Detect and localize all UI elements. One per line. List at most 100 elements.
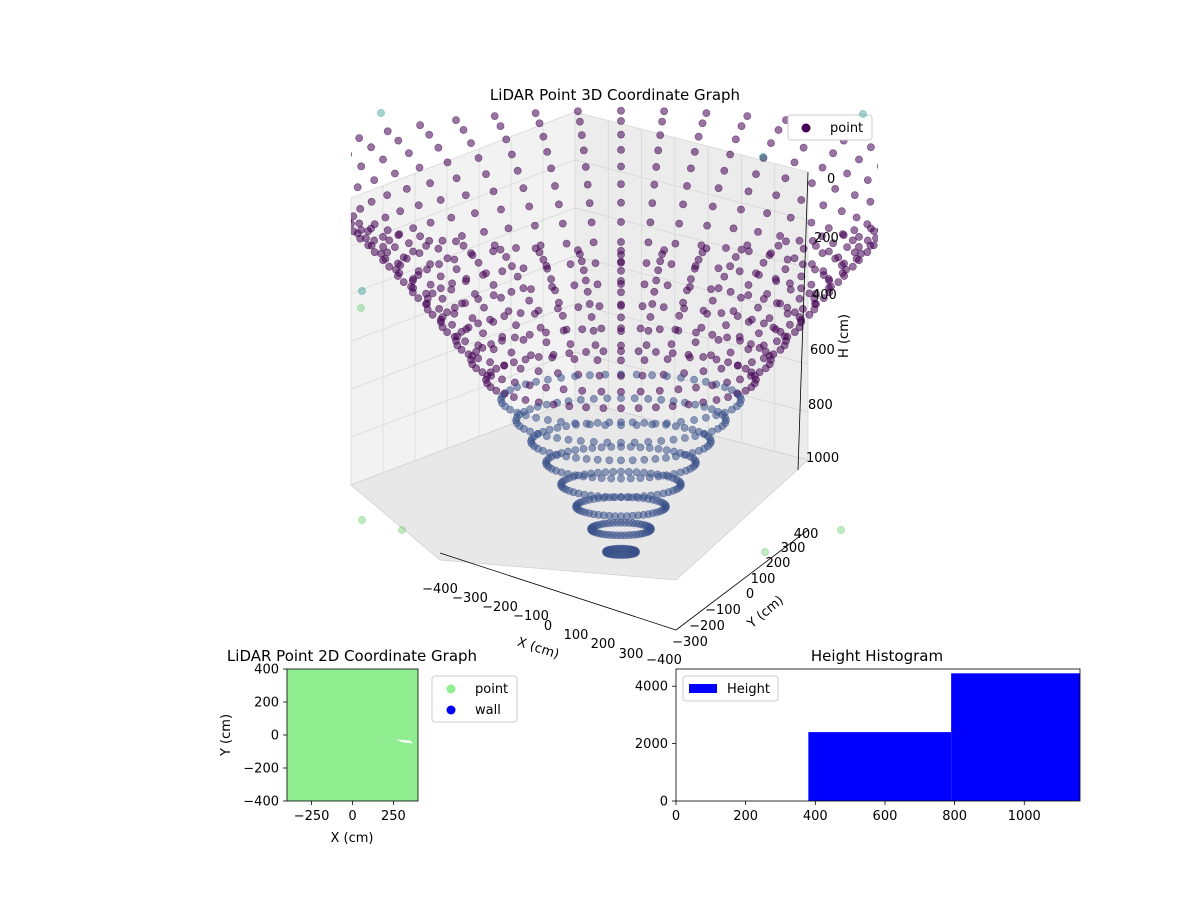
data-point — [707, 351, 715, 360]
data-point — [582, 348, 590, 356]
data-point — [531, 309, 539, 318]
data-point — [652, 403, 660, 412]
data-point — [543, 147, 552, 156]
data-point — [646, 218, 655, 227]
data-point — [687, 164, 695, 173]
data-point — [409, 224, 418, 232]
data-point — [558, 311, 567, 320]
data-point — [486, 358, 494, 367]
data-point — [947, 177, 954, 184]
data-point — [617, 130, 625, 139]
outlier-point — [837, 526, 845, 534]
data-point — [636, 443, 645, 452]
data-point — [759, 295, 768, 303]
data-point — [498, 267, 507, 276]
data-point — [698, 119, 707, 128]
data-point — [684, 400, 693, 409]
data-point — [945, 168, 952, 175]
data-point — [676, 468, 685, 477]
data-point — [617, 356, 625, 365]
data-point — [414, 201, 423, 210]
data-point — [527, 285, 535, 293]
data-point — [511, 333, 519, 342]
x-tick-label: 100 — [564, 628, 589, 643]
data-point — [597, 443, 606, 452]
data-point — [470, 209, 479, 218]
legend-3d: point — [787, 114, 873, 141]
data-point — [617, 250, 625, 259]
data-point — [692, 328, 700, 337]
x-tick-label: −300 — [452, 591, 488, 606]
data-point — [658, 117, 666, 126]
data-point — [452, 237, 460, 246]
x-axis-label-2d: X (cm) — [331, 831, 374, 846]
data-point — [786, 285, 795, 294]
z-axis-line — [797, 171, 809, 471]
data-point — [422, 241, 430, 250]
data-point — [557, 468, 566, 477]
data-point — [744, 187, 753, 196]
data-point — [500, 361, 509, 370]
data-point — [342, 191, 349, 198]
x-tick-label-hist: 400 — [803, 809, 828, 824]
data-point — [570, 281, 579, 290]
data-point — [617, 145, 625, 154]
y-tick-label: 300 — [781, 541, 806, 556]
data-point — [663, 281, 672, 290]
data-point — [367, 143, 375, 152]
data-point — [504, 224, 513, 233]
data-point — [512, 321, 520, 330]
data-point — [544, 416, 552, 424]
data-point — [650, 287, 659, 296]
data-point — [525, 330, 534, 339]
data-point — [657, 437, 666, 445]
data-point — [636, 324, 645, 333]
data-point — [852, 213, 861, 222]
z-tick-label: 600 — [810, 343, 835, 358]
x-ticks: −400 −300 −200 −100 0 100 200 300 — [422, 582, 643, 662]
data-point — [744, 247, 753, 256]
data-point — [513, 166, 522, 175]
data-point — [320, 186, 327, 193]
data-point — [774, 241, 783, 250]
data-point — [680, 423, 689, 432]
y-tick-label-hist: 4000 — [635, 680, 668, 695]
data-point — [457, 232, 466, 240]
data-point — [367, 197, 376, 206]
chart-3d-title: LiDAR Point 3D Coordinate Graph — [490, 86, 740, 104]
y-tick-label-hist: 0 — [660, 795, 668, 810]
data-point — [597, 474, 606, 482]
data-point — [797, 272, 806, 281]
data-point — [652, 163, 661, 171]
outlier-point — [357, 304, 365, 312]
data-point — [290, 168, 297, 175]
data-point — [332, 207, 339, 214]
data-point — [772, 191, 781, 200]
data-point — [654, 444, 663, 453]
data-point — [902, 207, 909, 214]
data-point — [576, 117, 584, 126]
data-point — [581, 276, 590, 285]
data-point — [675, 311, 684, 320]
data-point — [930, 193, 937, 200]
data-point — [402, 184, 411, 193]
histogram-bars — [808, 673, 1080, 801]
data-point — [671, 239, 680, 248]
data-point — [478, 343, 487, 352]
data-point — [423, 265, 431, 274]
data-point — [326, 159, 333, 166]
data-point — [595, 302, 604, 311]
data-point — [443, 254, 452, 263]
data-point — [644, 326, 653, 335]
data-point — [646, 313, 655, 321]
data-point — [353, 183, 362, 192]
data-point — [502, 135, 511, 144]
data-point — [426, 179, 434, 188]
data-point — [636, 387, 645, 396]
y-tick-label: −200 — [689, 619, 725, 634]
data-point — [506, 405, 514, 414]
data-point — [436, 284, 445, 293]
data-point — [571, 372, 579, 381]
data-point — [720, 166, 729, 175]
data-point — [574, 303, 583, 311]
